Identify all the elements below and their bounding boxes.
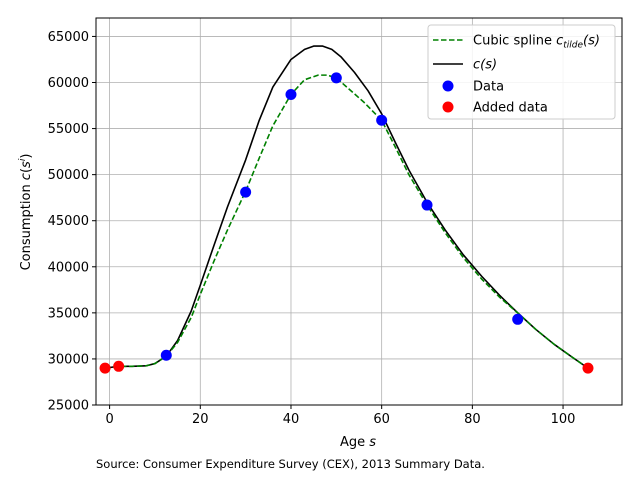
y-tick-label: 25000 xyxy=(48,399,89,414)
axis-ticks: 0 20 40 60 80 100 25000 30000 35000 40000 45000 500… xyxy=(48,30,576,427)
x-axis-label-var: s xyxy=(369,435,376,450)
legend-box xyxy=(427,24,616,120)
x-axis-label-text: Age xyxy=(340,435,369,450)
data-point xyxy=(512,313,524,325)
legend-spline-arg: (s) xyxy=(583,34,600,49)
y-tick-label: 30000 xyxy=(48,352,89,367)
y-axis-label-prime: i xyxy=(18,158,28,161)
data-point xyxy=(330,72,342,84)
x-tick-label: 80 xyxy=(464,412,481,427)
y-axis-label-text: Consumption xyxy=(19,180,34,270)
y-axis-label-open: ( xyxy=(19,168,34,173)
added-data-point xyxy=(113,360,125,372)
y-tick-label: 35000 xyxy=(48,306,89,321)
legend-spline-sub: tilde xyxy=(563,41,583,51)
data-point xyxy=(376,114,388,126)
y-tick-label: 55000 xyxy=(48,122,89,137)
legend-c-arg: (s) xyxy=(480,58,497,73)
legend-c-text: c xyxy=(473,58,480,73)
source-note: Source: Consumer Expenditure Survey (CEX… xyxy=(96,457,485,471)
data-point xyxy=(285,88,297,100)
spline-curve-line xyxy=(104,74,589,369)
y-axis-label-var: s xyxy=(19,161,34,168)
y-axis-label: Consumption c(si) xyxy=(18,154,34,271)
data-point xyxy=(421,199,433,211)
x-tick-label: 0 xyxy=(105,412,113,427)
legend-c-label: c(s) xyxy=(473,58,497,73)
legend-data-label: Data xyxy=(473,80,504,95)
legend-spline-c: c xyxy=(556,34,563,49)
data-point xyxy=(160,349,172,361)
y-axis-label-func: c xyxy=(19,173,34,180)
y-tick-label: 60000 xyxy=(48,76,89,91)
legend-spline-label: Cubic spline ctilde(s) xyxy=(473,34,600,51)
x-tick-label: 40 xyxy=(283,412,300,427)
x-tick-label: 20 xyxy=(192,412,209,427)
legend-added-label: Added data xyxy=(473,101,548,116)
y-tick-label: 40000 xyxy=(48,260,89,275)
y-axis-label-close: ) xyxy=(19,154,34,159)
added-data-point xyxy=(582,362,594,374)
added-data-point xyxy=(99,362,111,374)
legend-added-marker xyxy=(442,101,454,113)
x-tick-label: 60 xyxy=(373,412,390,427)
x-axis-label: Age s xyxy=(340,435,376,450)
data-point xyxy=(240,186,252,198)
legend-spline-text: Cubic spline xyxy=(473,34,556,49)
plot-frame xyxy=(95,17,623,406)
y-tick-label: 65000 xyxy=(48,30,89,45)
legend: Cubic spline ctilde(s) c(s) Data Added d… xyxy=(427,24,616,120)
plot-series xyxy=(99,45,594,374)
x-tick-label: 100 xyxy=(551,412,576,427)
y-tick-label: 50000 xyxy=(48,168,89,183)
y-tick-label: 45000 xyxy=(48,214,89,229)
legend-data-marker xyxy=(442,80,454,92)
